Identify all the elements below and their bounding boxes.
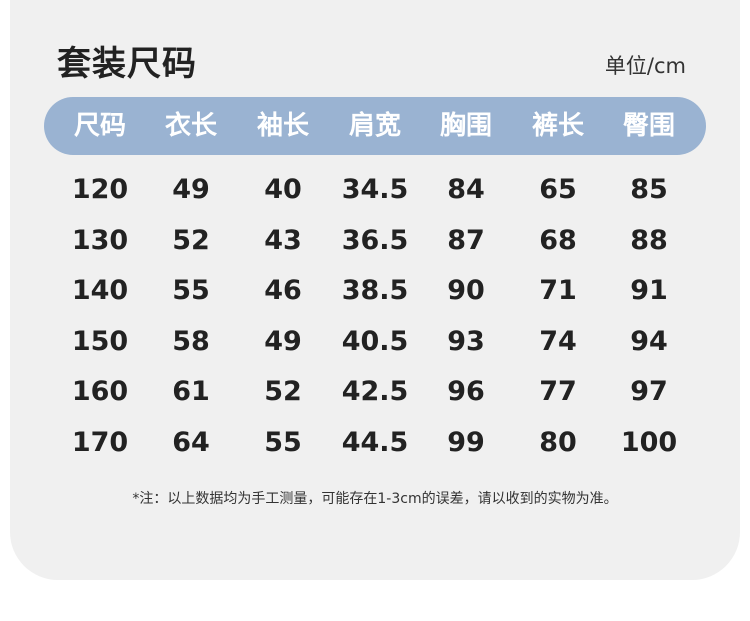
table-cell: 40.5 [341, 325, 409, 357]
table-cell: 100 [620, 426, 678, 458]
table-cell: 87 [447, 224, 485, 256]
table-cell: 34.5 [341, 174, 409, 205]
table-cell: 46 [264, 275, 302, 306]
table-cell: 88 [630, 224, 668, 256]
column-header: 胸围 [439, 111, 492, 141]
table-cell: 140 [71, 275, 129, 306]
table-header: 尺码 衣长 袖长 肩宽 胸围 裤长 臀围 [44, 97, 706, 155]
column-header: 袖长 [256, 111, 309, 141]
table-cell: 93 [447, 325, 485, 357]
column-header: 尺码 [73, 111, 126, 141]
table-cell: 71 [539, 275, 577, 306]
table-cell: 97 [630, 376, 668, 407]
table-cell: 52 [172, 224, 210, 256]
footnote: *注：以上数据均为手工测量，可能存在1-3cm的误差，请以收到的实物为准。 [132, 491, 618, 507]
table-cell: 65 [539, 174, 577, 205]
table-cell: 38.5 [341, 275, 409, 306]
table-cell: 94 [630, 325, 668, 357]
table-cell: 150 [71, 325, 129, 357]
column-header: 裤长 [531, 111, 584, 141]
table-cell: 49 [172, 174, 210, 205]
table-cell: 55 [172, 275, 210, 306]
table-cell: 55 [264, 426, 302, 458]
table-cell: 61 [172, 376, 210, 407]
size-chart-panel [10, 0, 740, 580]
page-title: 套装尺码 [57, 44, 197, 84]
table-cell: 40 [264, 174, 302, 205]
table-cell: 96 [447, 376, 485, 407]
table-cell: 85 [630, 174, 668, 205]
column-header: 衣长 [164, 111, 217, 141]
table-cell: 74 [539, 325, 577, 357]
table-cell: 52 [264, 376, 302, 407]
unit-label: 单位/cm [604, 54, 686, 78]
table-cell: 160 [71, 376, 129, 407]
table-cell: 80 [539, 426, 577, 458]
table-cell: 58 [172, 325, 210, 357]
table-cell: 49 [264, 325, 302, 357]
table-cell: 77 [539, 376, 577, 407]
table-cell: 68 [539, 224, 577, 256]
column-header: 肩宽 [348, 111, 401, 141]
table-cell: 120 [71, 174, 129, 205]
table-cell: 170 [71, 426, 129, 458]
column-header: 臀围 [622, 111, 675, 141]
table-cell: 130 [71, 224, 129, 256]
table-cell: 84 [447, 174, 485, 205]
table-cell: 64 [172, 426, 210, 458]
table-cell: 43 [264, 224, 302, 256]
table-cell: 42.5 [341, 376, 409, 407]
table-cell: 90 [447, 275, 485, 306]
table-cell: 99 [447, 426, 485, 458]
table-cell: 36.5 [341, 224, 409, 256]
table-cell: 44.5 [341, 426, 409, 458]
table-cell: 91 [630, 275, 668, 306]
